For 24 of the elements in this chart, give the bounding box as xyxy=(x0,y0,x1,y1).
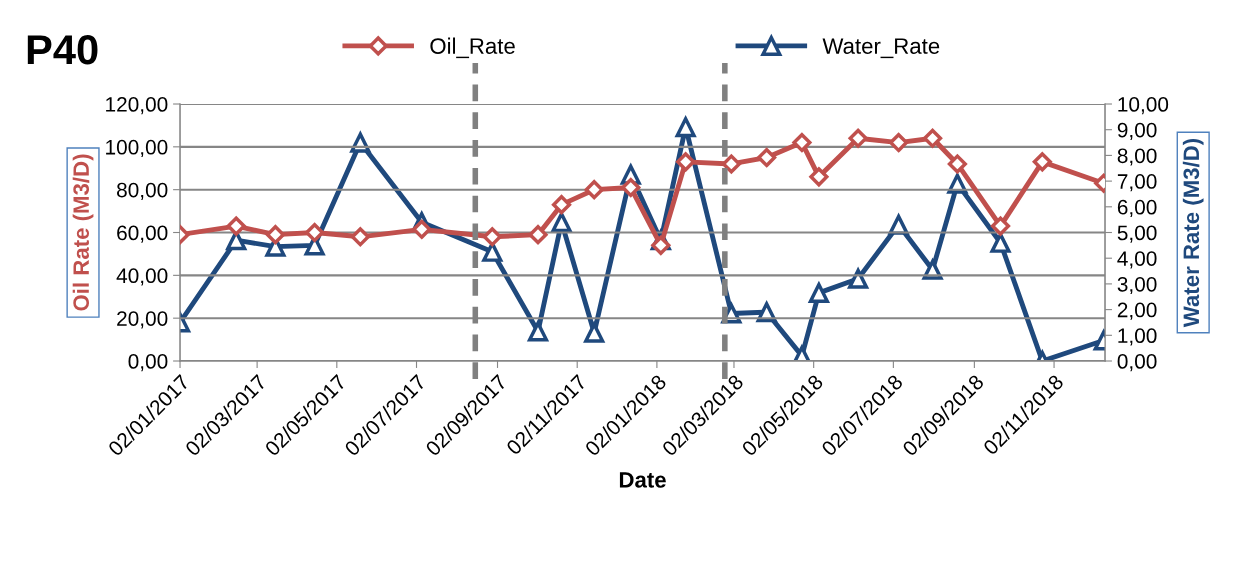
y-axis-title: Oil Rate (M3/D) xyxy=(72,154,94,311)
y2-tick-label: 10,00 xyxy=(1118,97,1169,115)
y-tick-label: 20,00 xyxy=(117,311,168,329)
chart-title: P40 xyxy=(27,34,98,65)
y2-tick-label: 0,00 xyxy=(1117,354,1157,372)
y-tick-label: 40,00 xyxy=(116,268,168,286)
y2-tick-label: 2,00 xyxy=(1117,302,1157,320)
y-tick-label: 0,00 xyxy=(128,354,168,372)
y-tick-label: 120,00 xyxy=(106,97,168,115)
legend-label: Oil_Rate xyxy=(430,37,515,59)
y-tick-label: 100,00 xyxy=(106,139,168,158)
y2-tick-label: 1,00 xyxy=(1118,328,1157,346)
y2-tick-label: 6,00 xyxy=(1117,199,1157,218)
y-tick-label: 80,00 xyxy=(117,182,168,200)
y2-tick-label: 3,00 xyxy=(1117,276,1157,295)
y2-axis-title: Water Rate (M3/D) xyxy=(1182,138,1204,328)
y2-tick-label: 4,00 xyxy=(1117,251,1157,269)
y-tick-label: 60,00 xyxy=(117,225,168,243)
x-axis-title: Date xyxy=(619,472,666,488)
y2-tick-label: 9,00 xyxy=(1117,122,1157,140)
y2-tick-label: 8,00 xyxy=(1117,148,1157,166)
legend-label: Water_Rate xyxy=(822,38,940,59)
y2-tick-label: 5,00 xyxy=(1117,225,1157,243)
y2-tick-label: 7,00 xyxy=(1117,174,1157,192)
